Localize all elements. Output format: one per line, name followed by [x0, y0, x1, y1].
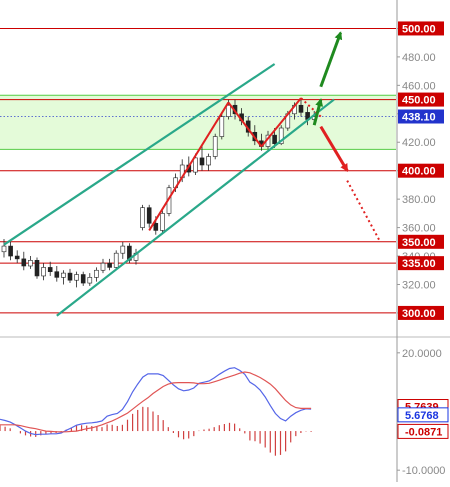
annotation-red-move-2: [260, 97, 302, 148]
candle-body: [153, 223, 159, 231]
annotation-red-projection-7: [346, 180, 382, 243]
macd-line: [0, 367, 312, 436]
level-tag-335: 335.00: [402, 258, 436, 270]
candle-body: [47, 267, 53, 272]
candle-body: [1, 245, 7, 253]
candle-body: [199, 157, 205, 166]
annotation-red-arrow-6: [319, 125, 349, 172]
current-price-tag: 438.10: [402, 111, 436, 123]
price-tick-label: 460.00: [402, 80, 436, 92]
candle-body: [14, 255, 20, 260]
macd-value-tag-bg: [397, 423, 449, 439]
candle-body: [272, 134, 277, 144]
channel-upper-line: [3, 63, 276, 246]
candle-body: [278, 127, 284, 144]
candle-body: [146, 207, 152, 224]
level-tag-400-bg: [398, 163, 444, 178]
candle-body: [100, 262, 106, 271]
support-zone: [0, 95, 396, 150]
candle-body: [226, 104, 231, 117]
annotation-red-move-1: [227, 101, 263, 148]
candle-body: [212, 136, 218, 157]
candle-body: [87, 277, 93, 284]
level-tag-350-bg: [398, 234, 444, 249]
candle-body: [160, 213, 165, 231]
level-tag-350: 350.00: [402, 237, 436, 249]
price-tick-label: 380.00: [402, 194, 436, 206]
candle-body: [80, 274, 86, 284]
annotation-red-move-0: [148, 101, 230, 231]
candle-body: [140, 207, 145, 228]
candle-body: [94, 269, 99, 278]
candle-body: [113, 252, 119, 268]
level-tag-335-bg: [398, 256, 444, 271]
level-tag-450-bg: [398, 92, 444, 107]
current-price-tag-bg: [398, 109, 444, 124]
level-tag-300: 300.00: [402, 308, 436, 320]
candle-body: [107, 262, 112, 268]
candle-body: [61, 272, 66, 278]
candle-body: [206, 156, 211, 166]
macd-value-tag: -0.0871: [405, 426, 442, 438]
channel-lower-line: [56, 98, 335, 317]
candle-body: [28, 260, 33, 267]
annotation-green-arrow-4: [312, 98, 324, 126]
candle-body: [8, 245, 13, 257]
price-tick-label: 360.00: [402, 223, 436, 235]
candle-body: [74, 274, 79, 281]
level-tag-300-bg: [398, 305, 444, 320]
candle-body: [34, 260, 40, 277]
annotation-green-arrow-5: [319, 31, 343, 88]
level-tag-500-bg: [398, 21, 444, 36]
price-tick-label: 480.00: [402, 52, 436, 64]
candle-body: [120, 245, 126, 254]
macd-tick-label: 20.0000: [402, 348, 442, 360]
candle-body: [219, 116, 225, 137]
candle-body: [21, 258, 27, 267]
candle-body: [298, 104, 304, 113]
macd-value-tag: 5.6768: [405, 410, 439, 422]
signal-line: [0, 371, 312, 433]
macd-tick-label: -10.0000: [402, 465, 445, 477]
price-tick-label: 320.00: [402, 279, 436, 291]
candle-body: [54, 271, 60, 278]
candle-body: [41, 267, 46, 277]
level-tag-400: 400.00: [402, 166, 436, 178]
level-tag-500: 500.00: [402, 23, 436, 35]
price-tick-label: 420.00: [402, 137, 436, 149]
level-tag-450: 450.00: [402, 95, 436, 107]
candle-body: [67, 272, 73, 281]
macd-value-tag-bg: [397, 407, 449, 423]
candle-body: [193, 157, 198, 173]
